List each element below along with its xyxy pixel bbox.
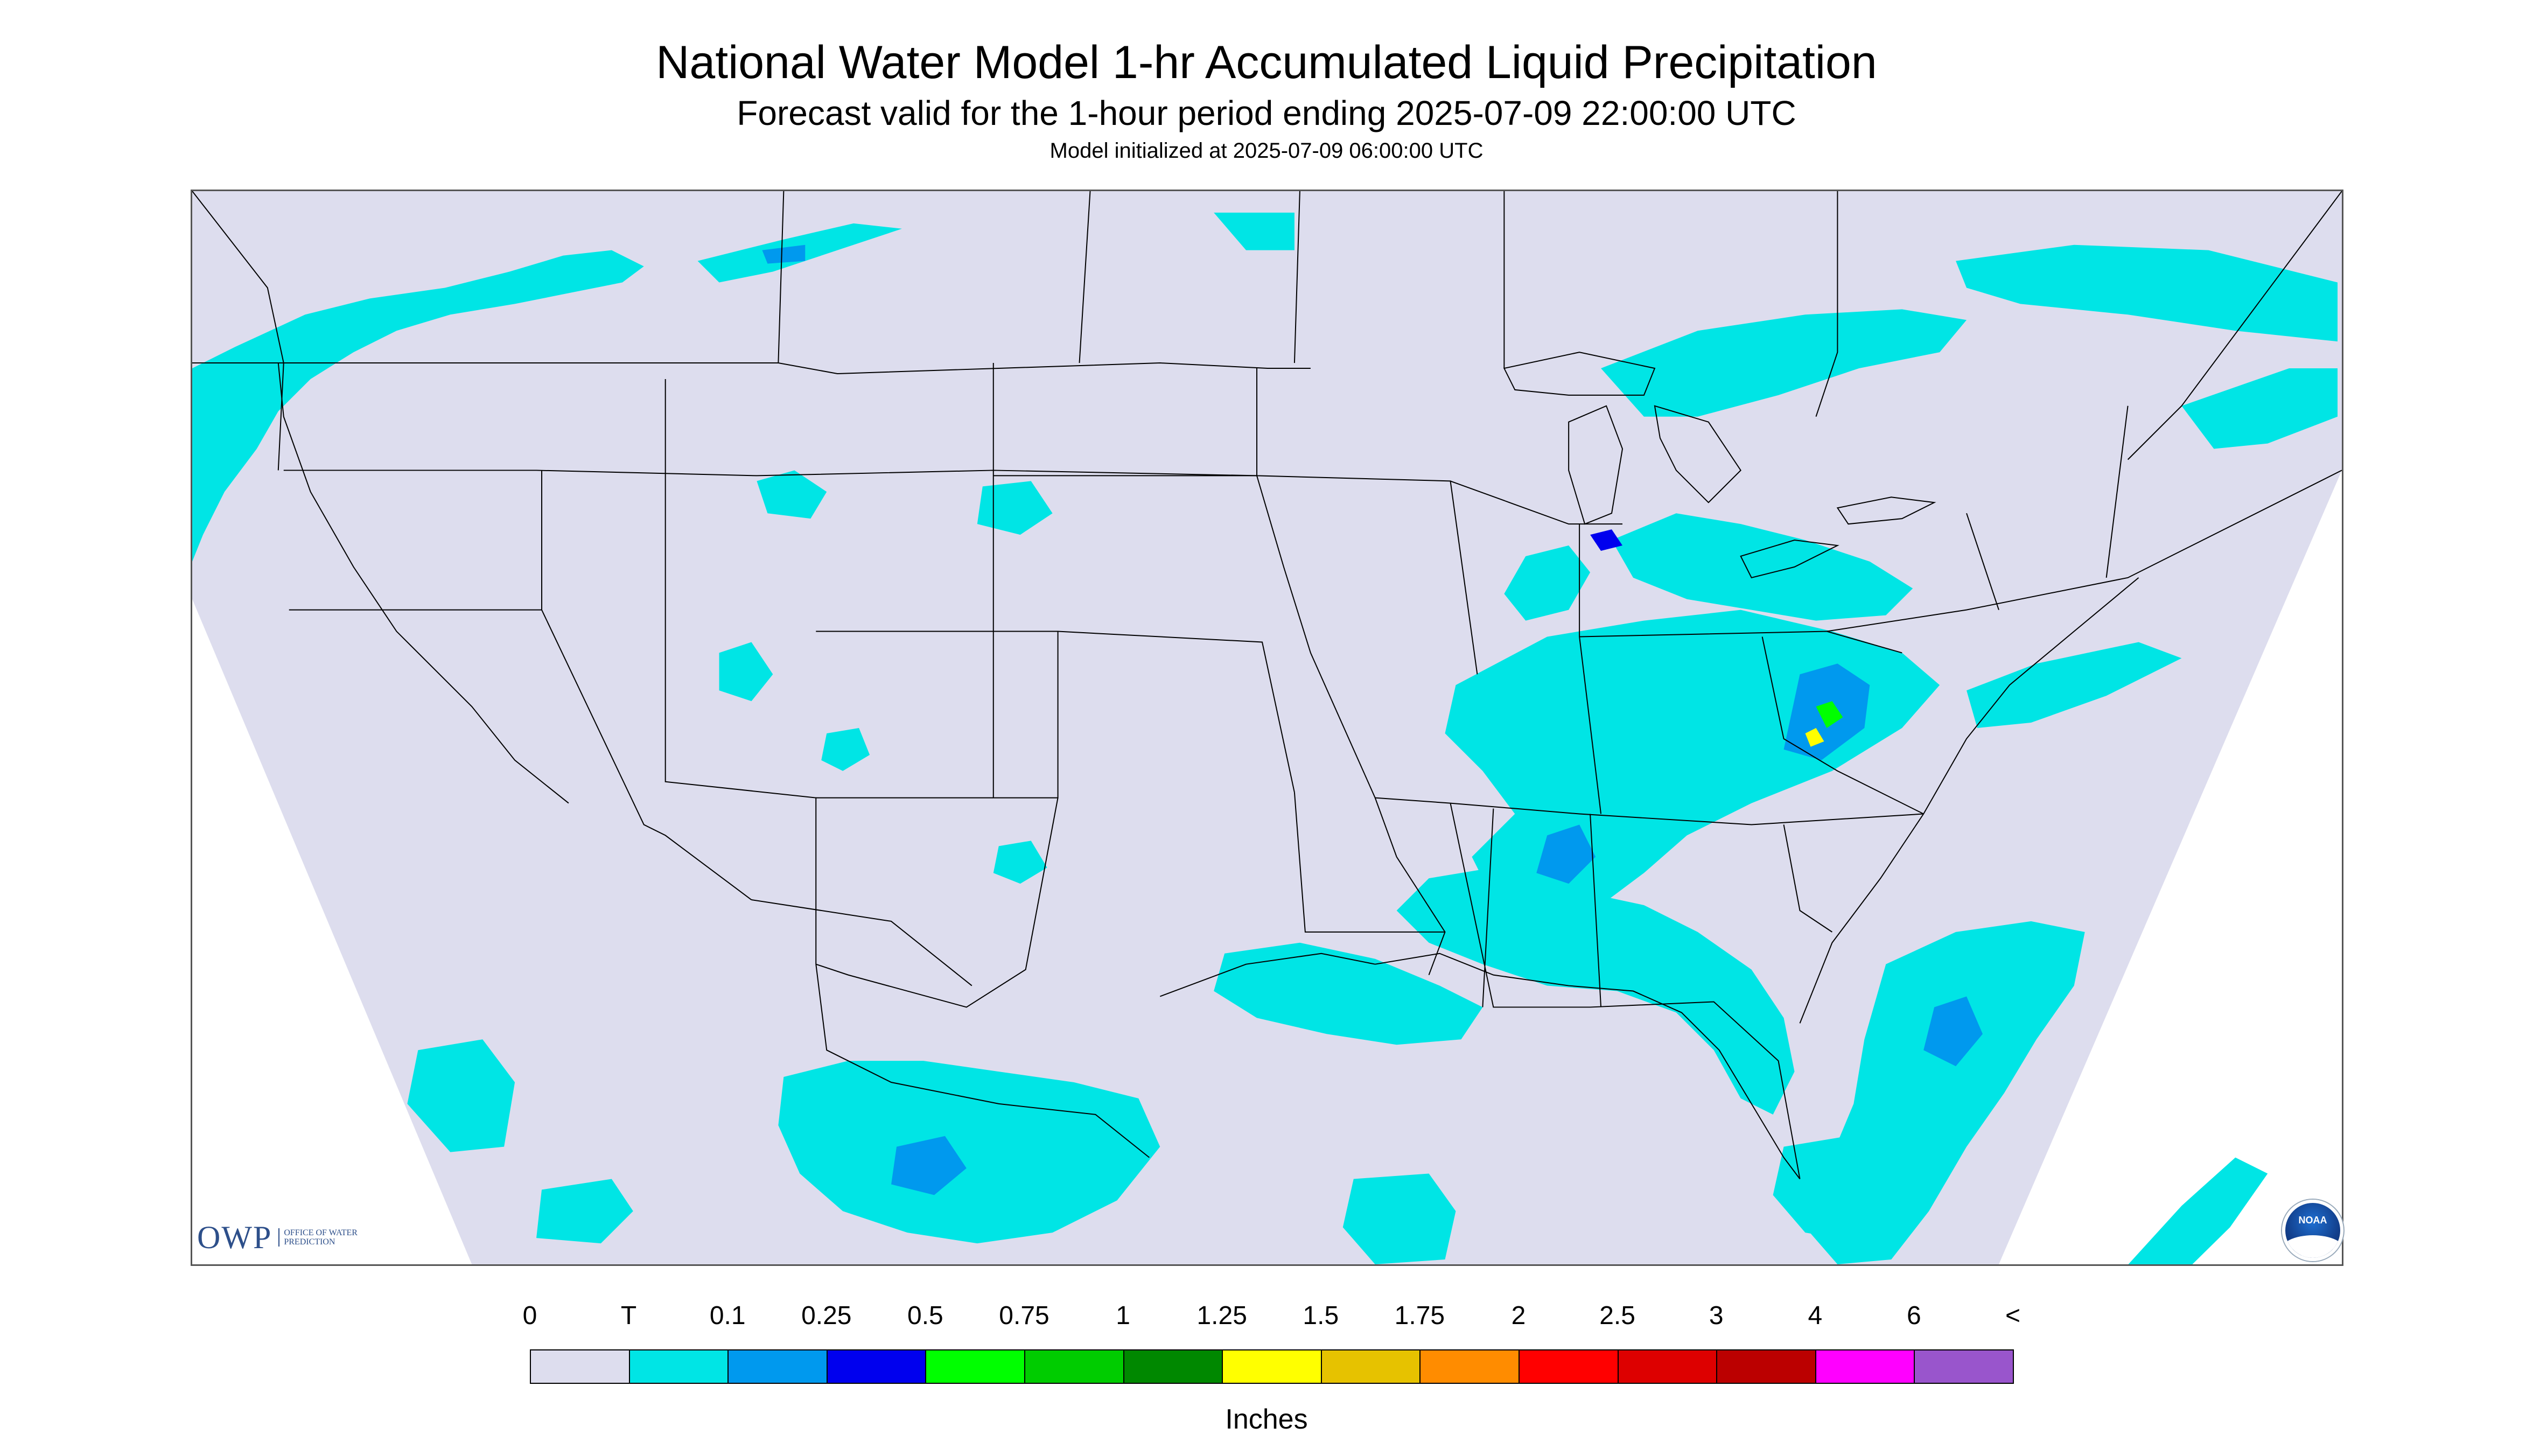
coastlines	[277, 362, 2139, 1180]
legend-tick-label: 0.1	[709, 1301, 746, 1330]
legend-swatch	[727, 1349, 828, 1384]
great-lakes	[1503, 352, 1936, 579]
noaa-logo: NOAA	[2282, 1200, 2343, 1261]
legend-swatch	[1024, 1349, 1124, 1384]
legend-swatch	[628, 1349, 729, 1384]
legend-tick-label: <	[2005, 1301, 2021, 1330]
owp-logo: OWP OFFICE OF WATER PREDICTION	[197, 1216, 365, 1259]
legend-units: Inches	[1225, 1404, 1308, 1435]
legend-tick-label: 0.75	[999, 1301, 1049, 1330]
legend-swatch	[925, 1349, 1025, 1384]
owp-logo-text: OFFICE OF WATER PREDICTION	[278, 1228, 365, 1247]
legend-swatch	[1419, 1349, 1520, 1384]
map-title: National Water Model 1-hr Accumulated Li…	[656, 37, 1877, 88]
map-canvas	[192, 191, 2342, 1264]
legend-tick-label: T	[620, 1301, 637, 1330]
legend-swatch	[1617, 1349, 1718, 1384]
legend-swatch	[1320, 1349, 1421, 1384]
legend-swatch	[530, 1349, 630, 1384]
legend-tick-label: 4	[1808, 1301, 1823, 1330]
precip-trace-layer	[192, 212, 2338, 1264]
legend-swatch	[1222, 1349, 1322, 1384]
legend-swatch	[1716, 1349, 1816, 1384]
legend-tick-label: 2	[1511, 1301, 1526, 1330]
noaa-wave-icon	[2285, 1235, 2340, 1258]
legend-tick-label: 0	[522, 1301, 537, 1330]
legend-tick-label: 3	[1709, 1301, 1724, 1330]
precipitation-map[interactable]	[191, 190, 2343, 1266]
legend-swatch	[826, 1349, 927, 1384]
legend-swatch	[1914, 1349, 2014, 1384]
legend-swatch	[1815, 1349, 1915, 1384]
legend-tick-label: 6	[1907, 1301, 1921, 1330]
legend-tick-label: 0.25	[801, 1301, 852, 1330]
model-domain	[192, 191, 2342, 1264]
legend-tick-label: 1.25	[1196, 1301, 1247, 1330]
legend-tick-label: 1	[1116, 1301, 1130, 1330]
legend-swatch	[1519, 1349, 1619, 1384]
legend-swatch	[1123, 1349, 1223, 1384]
legend-tick-label: 1.5	[1303, 1301, 1339, 1330]
map-subtitle: Forecast valid for the 1-hour period end…	[737, 94, 1796, 132]
model-init-time: Model initialized at 2025-07-09 06:00:00…	[1049, 139, 1484, 163]
legend-tick-label: 1.75	[1394, 1301, 1445, 1330]
noaa-logo-text: NOAA	[2298, 1215, 2327, 1226]
owp-logo-mark: OWP	[197, 1220, 272, 1255]
precip-heavy-layer	[762, 244, 1983, 1195]
legend-tick-label: 0.5	[907, 1301, 943, 1330]
legend-tick-label: 2.5	[1599, 1301, 1635, 1330]
